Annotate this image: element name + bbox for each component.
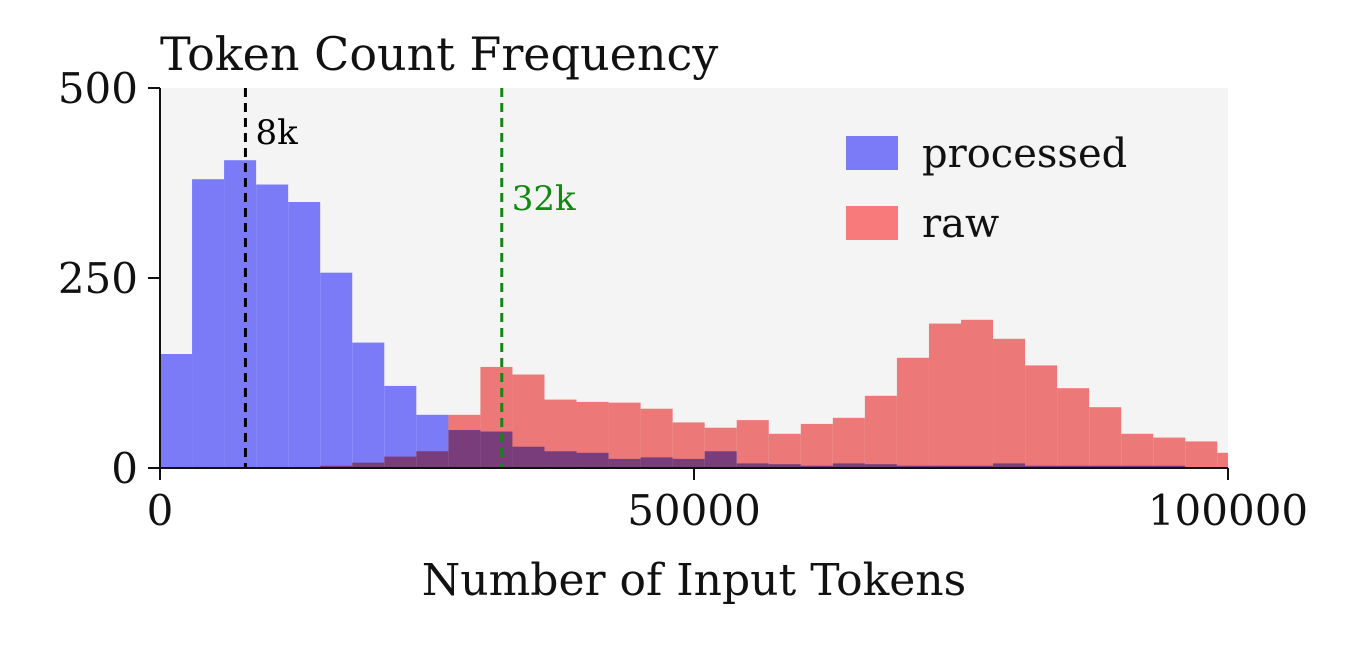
- bar-raw: [1153, 437, 1186, 468]
- bar-raw: [448, 414, 481, 468]
- legend-swatch-raw: [846, 206, 898, 240]
- bar-processed: [288, 202, 321, 468]
- legend-swatch-processed: [846, 136, 898, 170]
- bar-raw: [896, 357, 929, 468]
- bar-raw: [1121, 433, 1154, 468]
- x-ticks: 0 50000 100000: [147, 468, 1308, 535]
- bar-raw: [544, 399, 577, 468]
- bar-processed: [160, 354, 193, 468]
- bar-raw: [1025, 365, 1058, 468]
- vline-label-8k: 8k: [255, 113, 298, 153]
- x-tick-label: 50000: [627, 486, 761, 535]
- bar-processed: [384, 385, 417, 468]
- bar-raw: [993, 338, 1026, 468]
- y-ticks: 0 250 500: [58, 64, 160, 493]
- bar-raw: [672, 422, 705, 468]
- bar-raw: [384, 456, 417, 468]
- y-tick-label: 250: [58, 254, 138, 303]
- x-tick-label: 0: [147, 486, 174, 535]
- bar-raw: [768, 433, 801, 468]
- bar-raw: [512, 374, 545, 468]
- bar-raw: [640, 408, 673, 468]
- chart-title: Token Count Frequency: [160, 27, 718, 81]
- x-tick-label: 100000: [1148, 486, 1308, 535]
- bar-raw: [800, 423, 833, 468]
- x-axis-label: Number of Input Tokens: [422, 555, 966, 606]
- y-tick-label: 500: [58, 64, 138, 113]
- bar-raw: [1217, 452, 1228, 468]
- bar-processed: [192, 179, 225, 468]
- bar-raw: [608, 402, 641, 468]
- bar-raw: [704, 427, 737, 468]
- bar-processed: [352, 342, 385, 468]
- bar-raw: [1057, 388, 1090, 468]
- bar-raw: [961, 319, 994, 468]
- legend-label-raw: raw: [922, 201, 999, 247]
- vline-label-32k: 32k: [512, 179, 576, 219]
- reference-lines: 8k 32k: [243, 88, 576, 468]
- bar-raw: [1185, 441, 1218, 468]
- bar-raw: [864, 395, 897, 468]
- bar-processed: [256, 184, 289, 468]
- y-tick-label: 0: [111, 444, 138, 493]
- legend: processed raw: [846, 131, 1127, 247]
- bar-raw: [576, 401, 609, 468]
- bar-processed: [224, 160, 257, 468]
- processed-bars: [160, 160, 1228, 468]
- bar-raw: [416, 451, 449, 468]
- bar-raw: [928, 323, 961, 468]
- bar-raw: [736, 420, 769, 468]
- bar-raw: [832, 417, 865, 468]
- raw-bars: [320, 319, 1228, 468]
- bar-raw: [352, 462, 385, 468]
- legend-label-processed: processed: [922, 131, 1127, 177]
- bar-raw: [320, 465, 353, 468]
- bar-raw: [480, 366, 513, 468]
- bar-raw: [1089, 407, 1122, 468]
- bar-processed: [320, 272, 353, 468]
